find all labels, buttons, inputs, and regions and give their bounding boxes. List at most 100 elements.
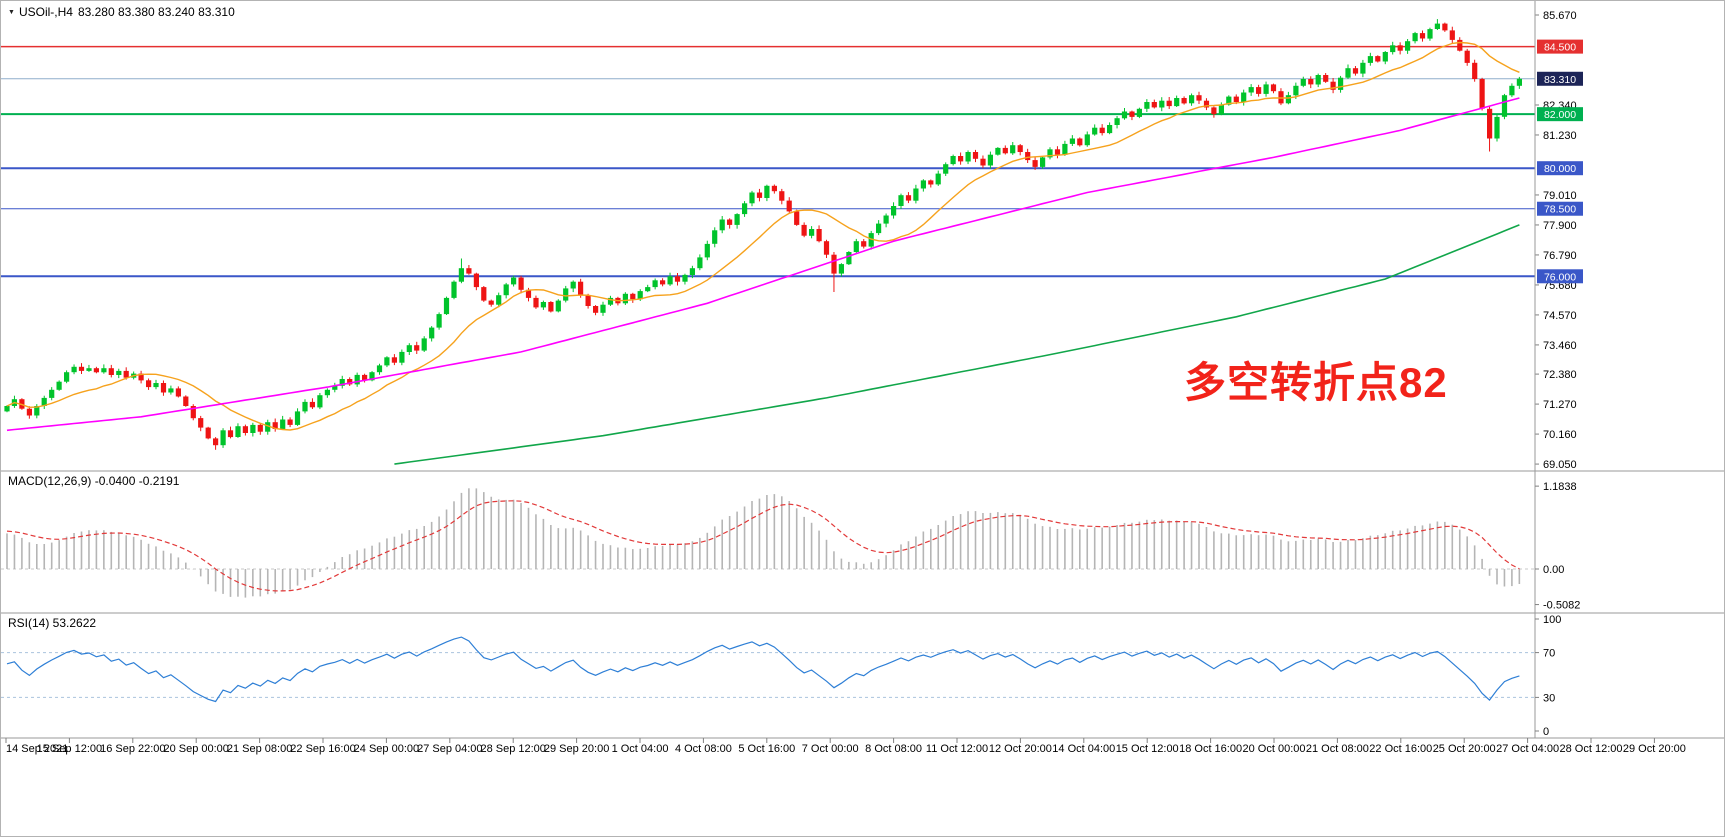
candle-body bbox=[1099, 127, 1105, 134]
candle-body bbox=[64, 372, 70, 382]
candle-body bbox=[41, 397, 47, 406]
candle-body bbox=[660, 280, 666, 285]
candle-body bbox=[227, 430, 234, 438]
candle-body bbox=[965, 152, 971, 162]
candle-body bbox=[220, 430, 226, 446]
candle-body bbox=[555, 300, 561, 312]
candle-body bbox=[898, 195, 904, 206]
time-label: 12 Oct 20:00 bbox=[988, 743, 1052, 755]
time-label: 4 Oct 08:00 bbox=[674, 743, 732, 755]
candle-body bbox=[1419, 33, 1426, 39]
macd-scale-label: 0.00 bbox=[1543, 564, 1564, 576]
time-label: 20 Sep 00:00 bbox=[163, 743, 229, 755]
time-ticks bbox=[5, 738, 1655, 743]
time-label: 22 Sep 16:00 bbox=[290, 743, 356, 755]
rsi-label: RSI(14) 53.2622 bbox=[8, 616, 97, 630]
candle-body bbox=[272, 422, 278, 429]
candle-body bbox=[1412, 33, 1418, 42]
candle-body bbox=[205, 427, 211, 439]
candle-body bbox=[280, 419, 286, 429]
time-label: 21 Oct 08:00 bbox=[1305, 743, 1369, 755]
candle-body bbox=[317, 395, 323, 408]
price-tick-label: 77.900 bbox=[1543, 220, 1577, 232]
price-tick-label: 70.160 bbox=[1543, 429, 1577, 441]
candle-body bbox=[1129, 111, 1135, 117]
candle-body bbox=[1054, 149, 1061, 155]
candle-body bbox=[265, 422, 271, 432]
candle-body bbox=[473, 273, 479, 288]
candle-body bbox=[466, 268, 472, 274]
candle-body bbox=[362, 374, 368, 381]
price-axis[interactable]: 85.67082.34081.23079.01077.90076.79075.6… bbox=[1535, 10, 1583, 471]
time-label: 5 Oct 16:00 bbox=[738, 743, 796, 755]
candle-body bbox=[600, 304, 606, 313]
price-level-box-label: 80.000 bbox=[1544, 163, 1576, 175]
price-level-box bbox=[1537, 107, 1583, 122]
candle-body bbox=[153, 383, 159, 388]
price-tick-label: 71.270 bbox=[1543, 399, 1577, 411]
candle-body bbox=[1159, 100, 1165, 108]
candle-body bbox=[1233, 96, 1239, 102]
candle-body bbox=[406, 345, 412, 352]
candle-body bbox=[749, 192, 755, 204]
time-label: 1 Oct 04:00 bbox=[611, 743, 669, 755]
candle-body bbox=[563, 288, 569, 301]
candle-body bbox=[674, 276, 681, 282]
candle-body bbox=[1442, 23, 1448, 31]
price-tick-label: 81.230 bbox=[1543, 130, 1577, 142]
candle-body bbox=[1434, 23, 1440, 29]
ohlc-values: 83.280 83.380 83.240 83.310 bbox=[77, 5, 235, 19]
candle-body bbox=[1241, 92, 1247, 102]
candle-body bbox=[1516, 78, 1522, 86]
candle-body bbox=[1144, 102, 1150, 109]
candle-body bbox=[1218, 104, 1224, 115]
ma-slow-line bbox=[394, 224, 1520, 465]
price-level-box-label: 76.000 bbox=[1544, 271, 1576, 283]
candle-body bbox=[734, 214, 740, 225]
candle-body bbox=[913, 188, 919, 201]
candle-body bbox=[786, 200, 792, 212]
candle-body bbox=[682, 274, 688, 282]
candle-body bbox=[458, 268, 464, 282]
candle-body bbox=[1405, 41, 1411, 51]
candle-body bbox=[324, 389, 330, 396]
price-tick-label: 73.460 bbox=[1543, 340, 1577, 352]
candle-body bbox=[1352, 68, 1359, 74]
symbol-period: USOil-,H4 bbox=[18, 5, 73, 19]
candle-body bbox=[1189, 95, 1195, 104]
candle-body bbox=[4, 406, 10, 412]
candle-body bbox=[414, 345, 420, 351]
candle-body bbox=[287, 419, 293, 425]
panel-frames bbox=[1, 1, 1724, 739]
candle-body bbox=[1449, 30, 1455, 40]
time-label: 22 Oct 16:00 bbox=[1369, 743, 1433, 755]
candle-body bbox=[511, 277, 517, 285]
candle-body bbox=[1196, 95, 1202, 101]
candle-body bbox=[1025, 152, 1031, 161]
price-level-box bbox=[1537, 201, 1583, 216]
candle-body bbox=[1010, 145, 1016, 154]
candle-body bbox=[622, 293, 628, 304]
price-level-box-label: 78.500 bbox=[1544, 204, 1576, 216]
time-axis[interactable]: 14 Sep 2021 15 Sep 12:00 16 Sep 22:00 20 Se… bbox=[1, 743, 1724, 757]
candle-body bbox=[1479, 79, 1485, 109]
candle-body bbox=[704, 243, 710, 258]
candle-body bbox=[1151, 102, 1157, 108]
candle-body bbox=[302, 401, 308, 412]
candle-body bbox=[950, 156, 956, 165]
candle-body bbox=[1107, 125, 1113, 134]
ma-mid-line bbox=[6, 97, 1520, 432]
candle-body bbox=[108, 368, 114, 375]
candle-body bbox=[809, 229, 815, 236]
candle-body bbox=[838, 264, 844, 274]
candle-body bbox=[436, 314, 442, 328]
candle-body bbox=[1174, 98, 1180, 107]
candle-body bbox=[71, 366, 77, 373]
candle-body bbox=[160, 383, 167, 393]
candle-body bbox=[213, 438, 219, 446]
candle-body bbox=[354, 374, 360, 385]
candle-body bbox=[712, 230, 718, 244]
price-level-box-label: 82.000 bbox=[1544, 109, 1576, 121]
